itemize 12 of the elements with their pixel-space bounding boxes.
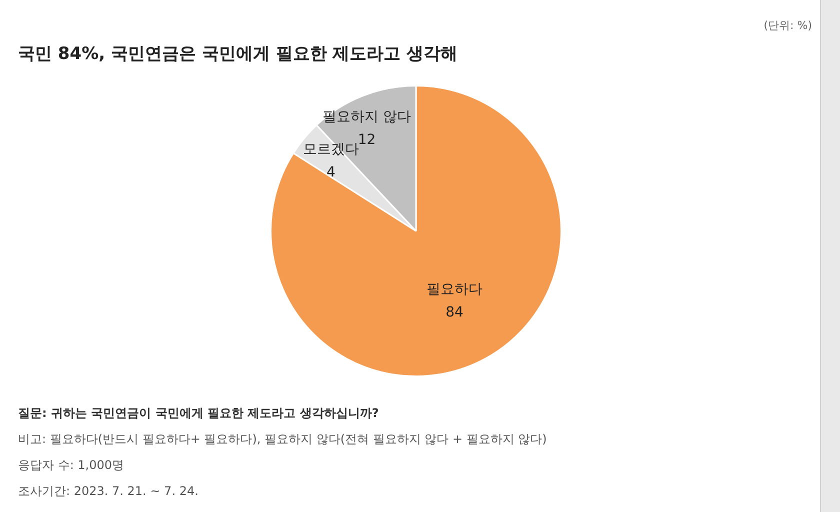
- text: 질문: 귀하는 국민연금이 국민에게 필요한 제도라고 생각하십니까?: [18, 405, 380, 422]
- slice-label: 필요하다: [426, 282, 482, 298]
- text: 비고: 필요하다(반드시 필요하다+ 필요하다), 필요하지 않다(전혀 필요하지 않다 + 필요하지 않다): [18, 431, 547, 448]
- text: 응답자 수: 1,000명: [18, 457, 126, 474]
- slice-label: 필요하지 않다: [322, 109, 411, 126]
- data-label: 4: [326, 164, 336, 180]
- slice-label: 모르겠다: [302, 141, 359, 158]
- chart-title: 국민 84%, 국민연금은 국민에게 필요한 제도라고 생각해: [18, 43, 458, 65]
- text: (단위: %): [764, 18, 812, 33]
- data-label: 12: [358, 132, 376, 148]
- data-label: 84: [446, 304, 464, 321]
- text: 조사기간: 2023. 7. 21. ~ 7. 24.: [18, 483, 200, 500]
